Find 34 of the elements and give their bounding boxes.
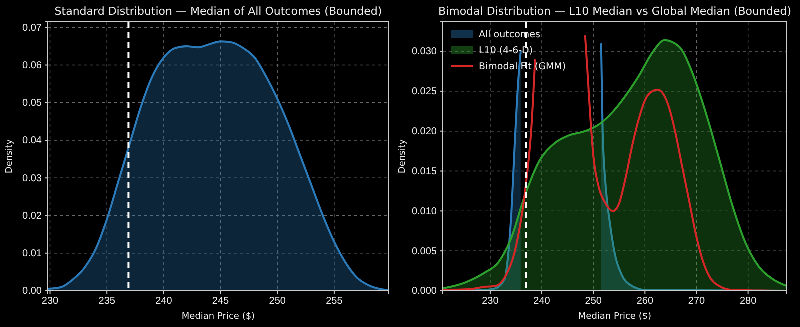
x-tick-label: 230 — [482, 296, 500, 308]
y-tick-label: 0.00 — [22, 286, 42, 298]
y-tick-label: 0.05 — [22, 98, 42, 110]
chart-title: Bimodal Distribution — L10 Median vs Global Median (Bounded) — [438, 5, 792, 18]
y-tick-label: 0.07 — [22, 22, 42, 34]
x-tick-label: 240 — [534, 296, 551, 308]
y-tick-label: 0.000 — [412, 286, 438, 298]
y-tick-label: 0.030 — [412, 46, 438, 58]
legend-label: L10 (4-6-D) — [479, 46, 534, 56]
y-tick-label: 0.04 — [22, 136, 42, 147]
y-tick-label: 0.005 — [412, 246, 438, 258]
y-tick-label: 0.02 — [22, 210, 42, 222]
x-tick-label: 245 — [212, 296, 230, 308]
x-tick-label: 235 — [98, 296, 116, 308]
x-tick-label: 250 — [269, 296, 286, 308]
x-axis-title: Median Price ($) — [182, 312, 256, 322]
y-tick-label: 0.06 — [22, 60, 42, 72]
x-tick-label: 255 — [326, 296, 344, 308]
chart-title: Standard Distribution — Median of All Outcomes (Bounded) — [54, 5, 382, 18]
x-tick-label: 270 — [688, 296, 706, 308]
x-tick-label: 240 — [156, 296, 173, 308]
x-tick-label: 250 — [585, 296, 602, 308]
y-tick-label: 0.01 — [22, 248, 42, 260]
y-tick-label: 0.015 — [412, 166, 438, 178]
x-tick-label: 280 — [740, 296, 758, 308]
y-tick-label: 0.03 — [22, 173, 42, 184]
x-axis-title: Median Price ($) — [578, 312, 652, 322]
y-axis-title: Density — [5, 138, 15, 174]
x-tick-label: 260 — [636, 296, 654, 308]
x-tick-label: 230 — [42, 296, 60, 308]
y-tick-label: 0.025 — [412, 86, 438, 98]
y-axis-title: Density — [398, 138, 408, 174]
y-tick-label: 0.020 — [412, 126, 438, 138]
y-tick-label: 0.010 — [412, 206, 438, 218]
